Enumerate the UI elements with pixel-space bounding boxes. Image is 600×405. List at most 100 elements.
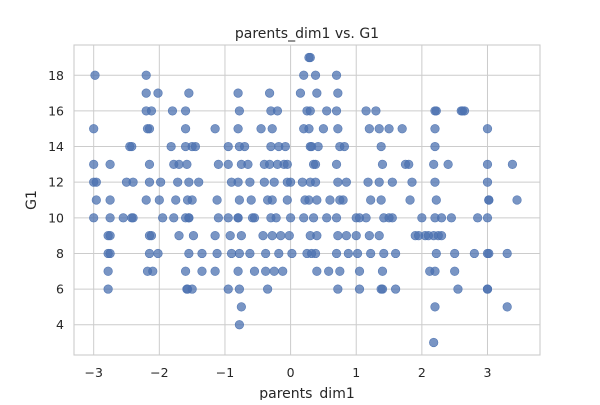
- data-point: [261, 248, 271, 259]
- data-point: [171, 195, 181, 205]
- data-point: [333, 177, 343, 187]
- data-point: [194, 177, 204, 187]
- data-point: [89, 213, 99, 223]
- data-point: [333, 88, 343, 98]
- data-point: [377, 266, 388, 276]
- data-point: [333, 284, 343, 294]
- data-point: [182, 159, 192, 169]
- x-axis-label: parents_dim1: [259, 386, 355, 400]
- data-point: [212, 195, 222, 205]
- data-point: [212, 248, 222, 259]
- data-point: [374, 124, 384, 134]
- data-point: [453, 284, 463, 294]
- data-point: [482, 177, 493, 187]
- data-point: [310, 70, 321, 80]
- data-point: [430, 106, 440, 116]
- data-point: [276, 231, 286, 241]
- chart-title: parents_dim1 vs. G1: [235, 26, 379, 42]
- data-point: [249, 266, 260, 276]
- y-tick-label: 12: [48, 175, 64, 190]
- data-point: [267, 124, 277, 134]
- data-point: [280, 141, 290, 152]
- data-point: [343, 248, 353, 259]
- data-point: [364, 231, 374, 241]
- data-point: [167, 106, 178, 116]
- data-point: [377, 284, 388, 294]
- data-point: [278, 266, 288, 276]
- data-point: [338, 195, 348, 205]
- y-tick-label: 6: [56, 282, 64, 297]
- data-point: [429, 337, 439, 348]
- data-point: [482, 213, 493, 223]
- data-point: [103, 248, 113, 259]
- data-point: [263, 284, 273, 294]
- data-point: [240, 141, 250, 152]
- data-point: [313, 141, 323, 152]
- data-point: [89, 159, 99, 169]
- data-point: [318, 124, 329, 134]
- data-point: [89, 124, 99, 134]
- x-tick-label: 2: [418, 365, 426, 380]
- data-point: [243, 159, 253, 169]
- data-point: [184, 248, 194, 259]
- y-tick-label: 10: [48, 210, 64, 225]
- data-point: [141, 70, 151, 80]
- data-point: [366, 195, 376, 205]
- data-point: [430, 302, 440, 312]
- data-point: [430, 266, 440, 276]
- data-point: [333, 124, 343, 134]
- data-point: [210, 266, 220, 276]
- data-point: [374, 231, 384, 241]
- data-point: [377, 159, 388, 169]
- data-point: [226, 248, 237, 259]
- data-point: [473, 213, 483, 223]
- data-point: [304, 124, 314, 134]
- y-tick-label: 18: [48, 68, 64, 83]
- data-point: [90, 70, 100, 80]
- data-point: [482, 159, 493, 169]
- data-point: [379, 248, 389, 259]
- y-tick-label: 4: [56, 317, 64, 332]
- data-point: [233, 124, 243, 134]
- data-point: [354, 266, 365, 276]
- data-point: [141, 195, 151, 205]
- data-point: [333, 231, 343, 241]
- data-point: [371, 106, 381, 116]
- data-point: [354, 284, 365, 294]
- data-point: [259, 177, 269, 187]
- data-point: [387, 213, 397, 223]
- data-point: [272, 106, 283, 116]
- data-point: [484, 248, 494, 259]
- data-point: [223, 141, 233, 152]
- data-point: [312, 231, 322, 241]
- data-point: [236, 231, 246, 241]
- data-point: [256, 124, 266, 134]
- data-point: [266, 141, 276, 152]
- data-point: [287, 248, 297, 259]
- data-point: [502, 248, 512, 259]
- data-point: [430, 141, 440, 152]
- data-point: [223, 159, 233, 169]
- data-point: [431, 195, 441, 205]
- data-point: [169, 213, 179, 223]
- data-point: [436, 231, 447, 241]
- data-point: [184, 177, 194, 187]
- data-point: [105, 213, 115, 223]
- data-point: [234, 248, 244, 259]
- data-point: [267, 231, 277, 241]
- data-point: [187, 284, 197, 294]
- data-point: [282, 195, 292, 205]
- data-point: [258, 231, 268, 241]
- data-point: [351, 231, 361, 241]
- data-point: [128, 177, 138, 187]
- data-point: [223, 213, 233, 223]
- data-point: [197, 266, 207, 276]
- data-point: [312, 88, 322, 98]
- plot-frame: [73, 44, 541, 356]
- data-point: [429, 159, 439, 169]
- data-point: [213, 213, 223, 223]
- data-point: [305, 141, 315, 152]
- data-point: [484, 195, 494, 205]
